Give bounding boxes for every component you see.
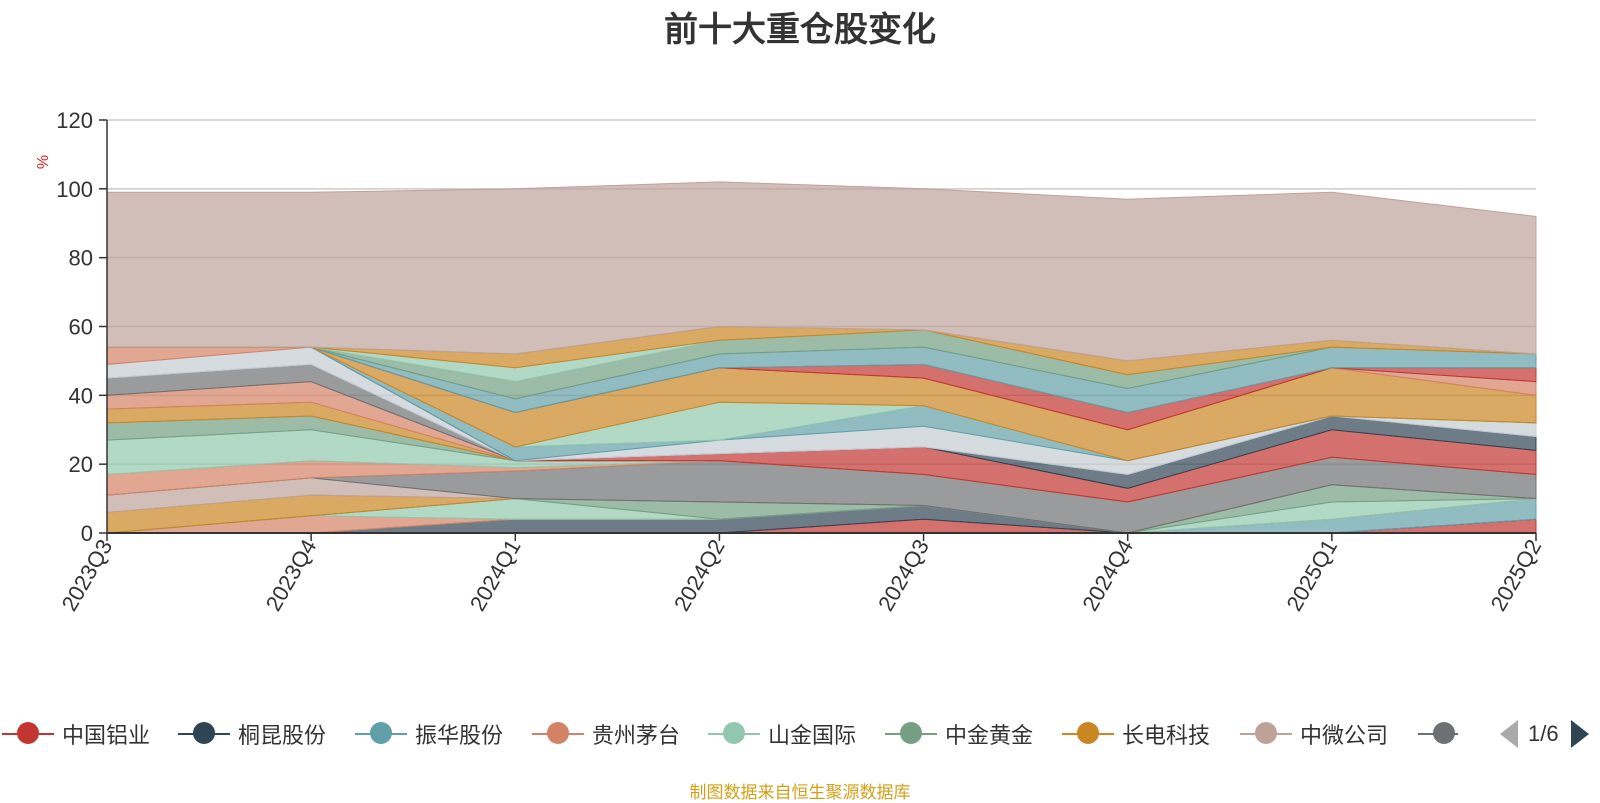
legend-item[interactable]: 长电科技 (1062, 712, 1210, 756)
legend-pager: 1/6 (1500, 712, 1589, 756)
legend-line-icon (1062, 722, 1114, 744)
legend-label: 长电科技 (1122, 723, 1211, 748)
y-tick-label: 100 (56, 177, 93, 202)
legend: 中国铝业 桐昆股份 振华股份 贵州茅台 山金国际 中金黄金 长电科技 中微公司 (0, 712, 1600, 756)
legend-line-icon (2, 722, 54, 744)
x-tick-label: 2025Q1 (1281, 535, 1342, 615)
x-tick-label: 2023Q4 (261, 535, 322, 615)
legend-marker-icon (900, 722, 922, 744)
legend-label: 中金黄金 (945, 723, 1034, 748)
legend-item[interactable]: 桐昆股份 (178, 712, 326, 756)
x-tick-label: 2024Q3 (873, 535, 934, 615)
legend-line-icon (1418, 722, 1458, 744)
legend-item[interactable]: 振华股份 (355, 712, 503, 756)
legend-item[interactable]: 中金黄金 (885, 712, 1033, 756)
legend-label: 中微公司 (1300, 723, 1389, 748)
legend-marker-icon (17, 722, 39, 744)
legend-line-icon (355, 722, 407, 744)
legend-marker-icon (1077, 722, 1099, 744)
legend-item[interactable]: 中国铝业 (2, 712, 150, 756)
legend-label: 山金国际 (768, 723, 857, 748)
legend-items: 中国铝业 桐昆股份 振华股份 贵州茅台 山金国际 中金黄金 长电科技 中微公司 (0, 712, 1458, 756)
legend-line-icon (708, 722, 760, 744)
y-tick-label: 0 (81, 521, 93, 546)
stacked-areas (106, 181, 1537, 534)
x-tick-label: 2025Q2 (1486, 535, 1547, 615)
legend-line-icon (885, 722, 937, 744)
legend-page-indicator: 1/6 (1528, 721, 1559, 746)
y-tick-label: 40 (69, 383, 93, 408)
legend-marker-icon (547, 722, 569, 744)
x-tick-label: 2024Q2 (669, 535, 730, 615)
legend-line-icon (532, 722, 584, 744)
legend-label: 贵州茅台 (592, 723, 681, 748)
legend-item[interactable] (1418, 712, 1458, 756)
legend-label: 中国铝业 (62, 723, 151, 748)
x-tick-label: 2023Q3 (57, 535, 118, 615)
y-tick-label: 120 (56, 108, 93, 133)
legend-item[interactable]: 山金国际 (708, 712, 856, 756)
area-series-30[interactable] (106, 181, 1537, 362)
legend-item[interactable]: 贵州茅台 (532, 712, 680, 756)
x-tick-label: 2024Q1 (465, 535, 526, 615)
legend-label: 桐昆股份 (238, 723, 327, 748)
data-source-note: 制图数据来自恒生聚源数据库 (689, 783, 911, 802)
legend-item[interactable]: 中微公司 (1240, 712, 1388, 756)
chart-title: 前十大重仓股变化 (664, 11, 936, 49)
y-tick-label: 80 (69, 246, 93, 271)
x-tick-label: 2024Q4 (1077, 535, 1138, 615)
legend-line-icon (178, 722, 230, 744)
legend-prev-page-icon[interactable] (1500, 720, 1518, 748)
y-axis-unit-label: % (35, 155, 52, 169)
legend-marker-icon (1433, 722, 1455, 744)
y-tick-label: 20 (69, 452, 93, 477)
legend-next-page-icon[interactable] (1570, 720, 1589, 748)
legend-marker-icon (1255, 722, 1277, 744)
legend-line-icon (1240, 722, 1292, 744)
legend-marker-icon (370, 722, 392, 744)
legend-marker-icon (193, 722, 215, 744)
y-tick-label: 60 (69, 315, 93, 340)
legend-marker-icon (723, 722, 745, 744)
legend-label: 振华股份 (415, 723, 504, 748)
